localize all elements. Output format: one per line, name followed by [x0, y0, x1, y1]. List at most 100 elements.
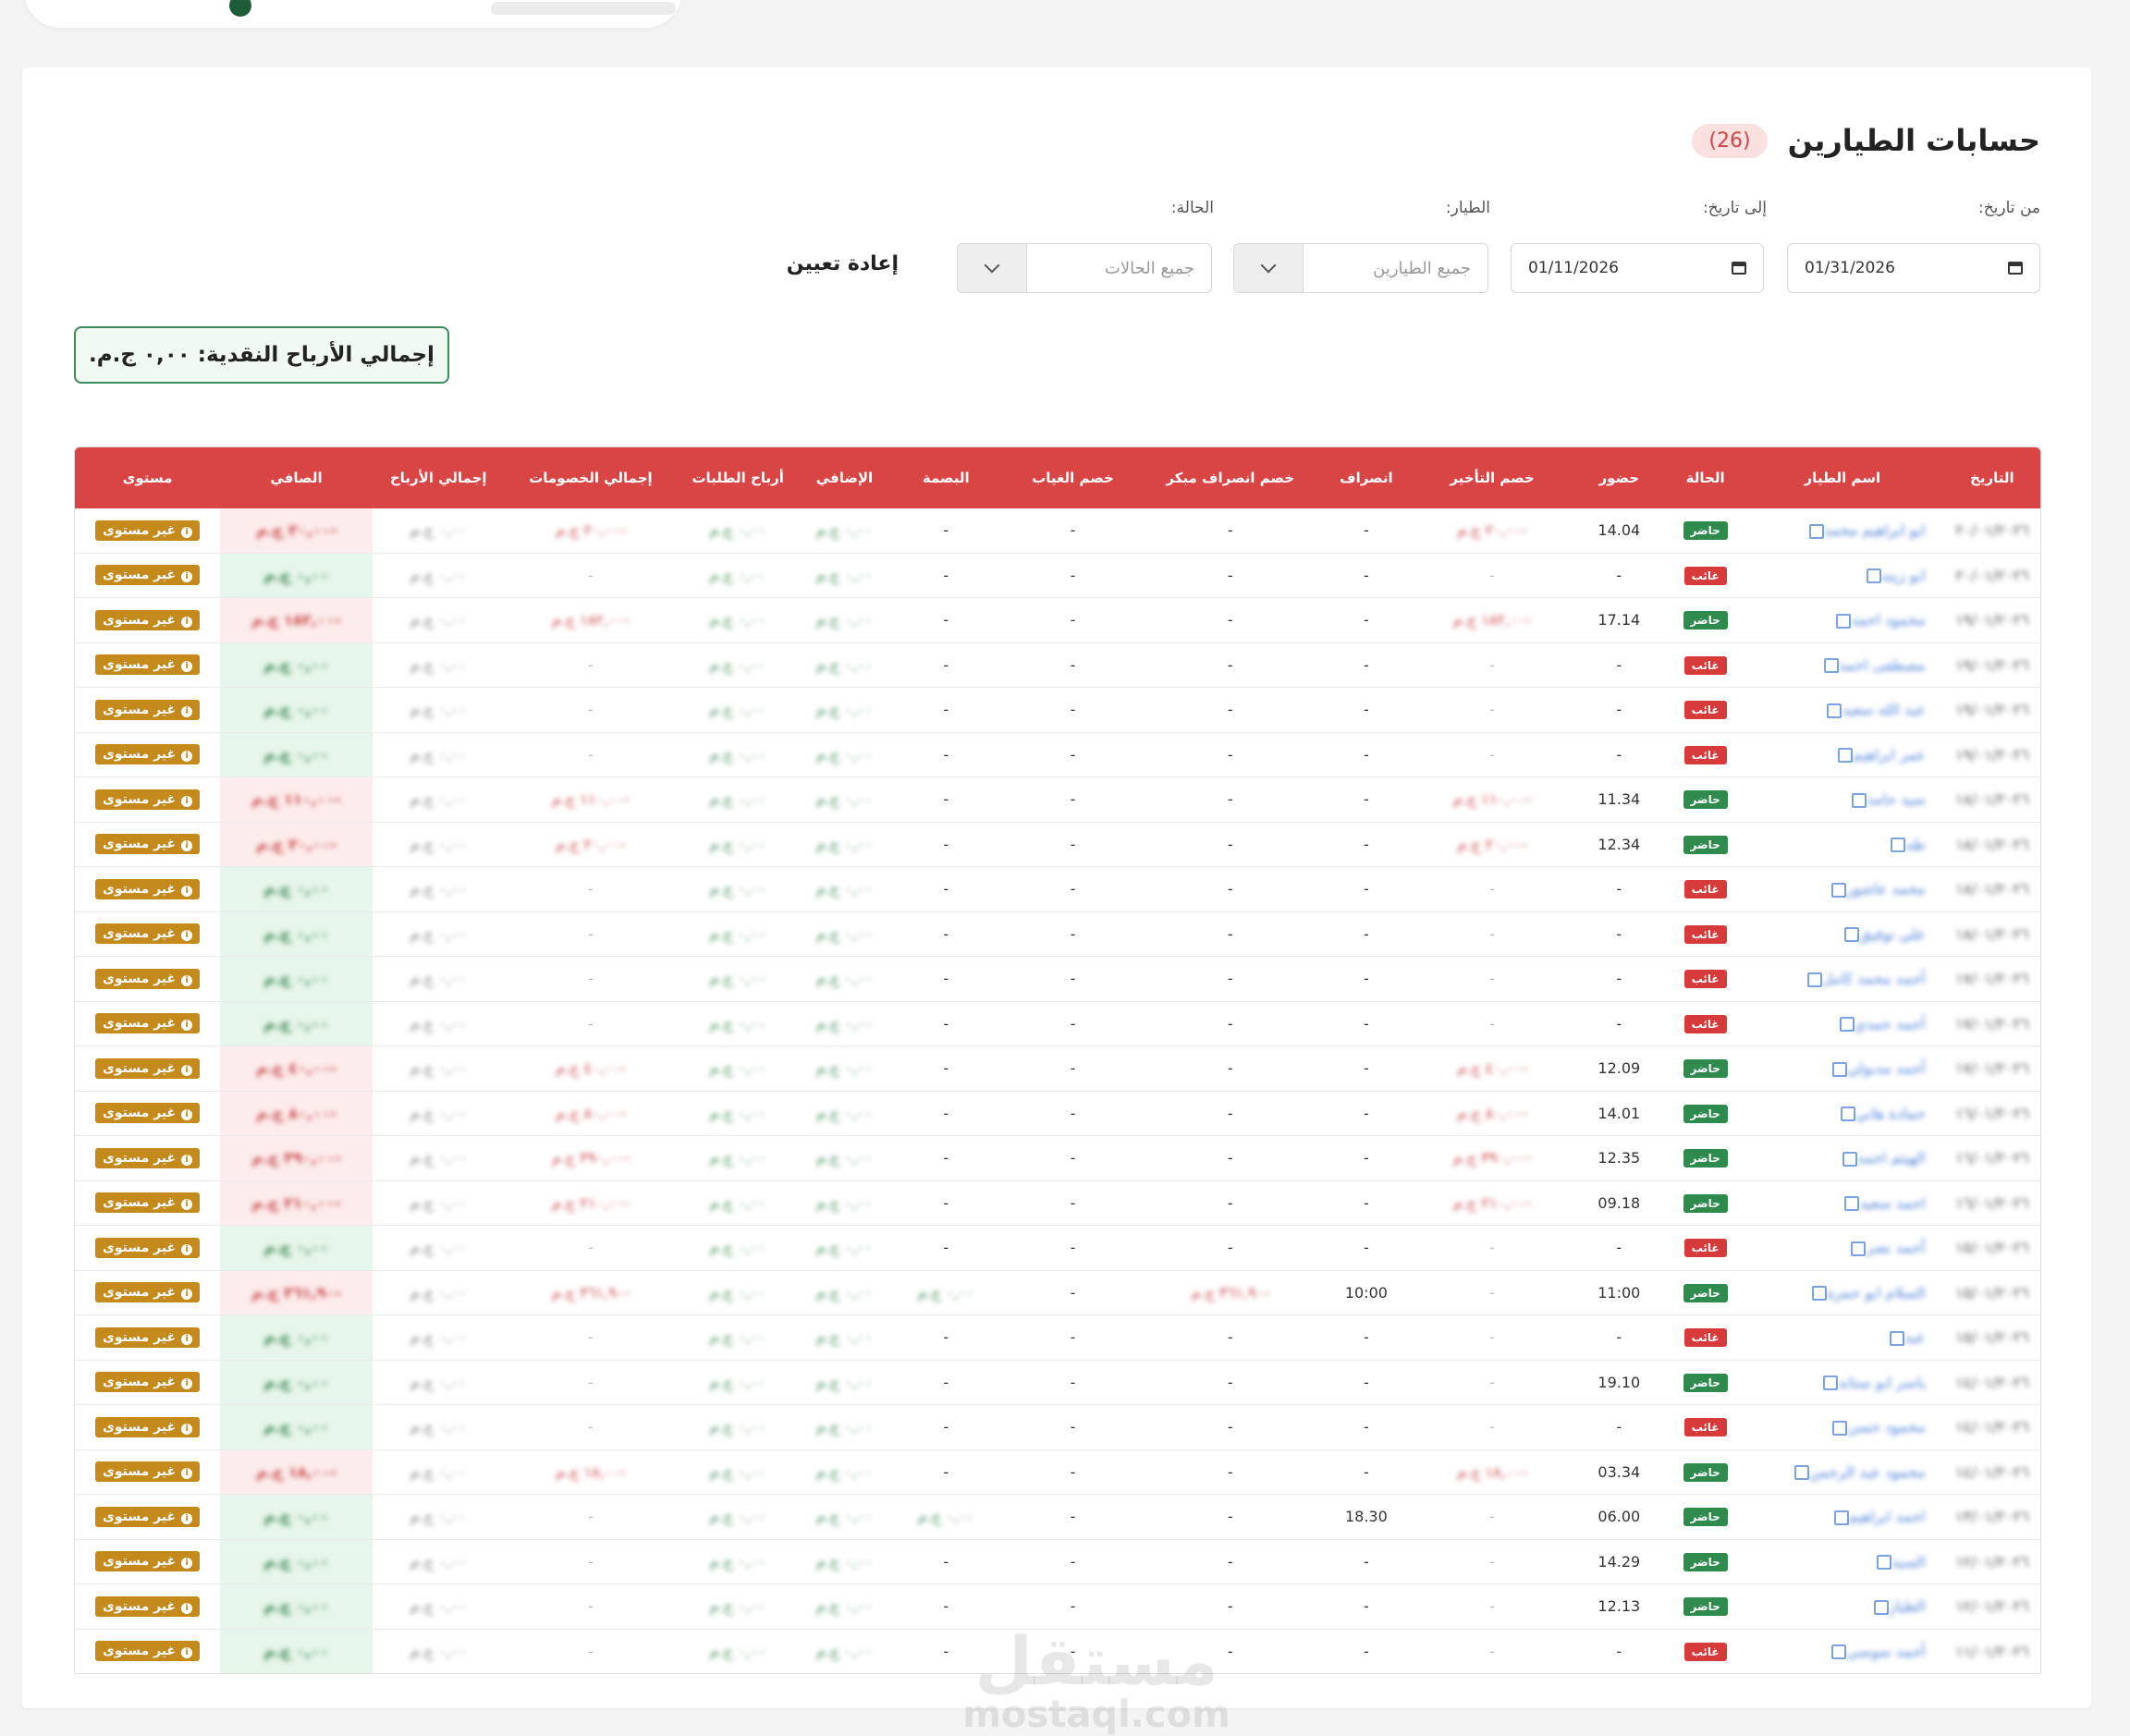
col-pilot-name-cell[interactable]: أحمد سوسي — [1741, 1629, 1944, 1673]
pilot-name-link[interactable]: ياسر ابو ستاند — [1837, 1373, 1926, 1391]
external-link-icon[interactable] — [1836, 613, 1852, 629]
level-badge[interactable]: i غير مستوى — [95, 565, 201, 586]
status-select[interactable]: جميع الحالات — [957, 243, 1212, 293]
level-badge[interactable]: i غير مستوى — [95, 1461, 201, 1483]
pilot-name-link[interactable]: سيد حامد — [1867, 790, 1926, 809]
status-select-toggle[interactable] — [958, 244, 1027, 292]
pilot-name-link[interactable]: أحمد مدبولي — [1846, 1059, 1926, 1078]
pilot-name-link[interactable]: السلام ابو حمزة — [1826, 1283, 1926, 1302]
pilot-name-link[interactable]: مصطفى احمد — [1838, 655, 1926, 674]
col-pilot-name-cell[interactable]: أحمد مدبولي — [1741, 1045, 1944, 1092]
external-link-icon[interactable] — [1852, 792, 1867, 808]
reset-button[interactable]: إعادة تعيين — [786, 252, 899, 275]
pilot-name-link[interactable]: أحمد نصر — [1866, 1239, 1926, 1257]
external-link-icon[interactable] — [1837, 748, 1853, 764]
external-link-icon[interactable] — [1827, 703, 1842, 718]
level-badge[interactable]: i غير مستوى — [95, 1641, 201, 1662]
col-pilot-name-cell[interactable]: السلام ابو حمزة — [1741, 1270, 1944, 1315]
external-link-icon[interactable] — [1840, 1106, 1855, 1122]
external-link-icon[interactable] — [1833, 1510, 1849, 1525]
pilot-name-link[interactable]: أحمد حمدي — [1854, 1014, 1926, 1033]
pilot-select-toggle[interactable] — [1234, 244, 1304, 292]
col-pilot-name-cell[interactable]: عبد — [1741, 1314, 1944, 1361]
level-badge[interactable]: i غير مستوى — [95, 1551, 201, 1572]
level-badge[interactable]: i غير مستوى — [95, 968, 201, 989]
level-badge[interactable]: i غير مستوى — [95, 789, 201, 810]
level-badge[interactable]: i غير مستوى — [95, 1372, 201, 1393]
level-badge[interactable]: i غير مستوى — [95, 1192, 201, 1214]
level-badge[interactable]: i غير مستوى — [95, 609, 201, 630]
pilot-name-link[interactable]: أحمد سوسي — [1846, 1642, 1926, 1660]
from-date-input[interactable]: 01/31/2026 — [1787, 243, 2040, 293]
pilot-name-link[interactable]: ابو ابراهيم محمد — [1823, 521, 1926, 540]
level-badge[interactable]: i غير مستوى — [95, 1237, 201, 1258]
pilot-name-link[interactable]: حمادة هاني — [1855, 1104, 1926, 1122]
pilot-name-link[interactable]: ابو زينه — [1880, 566, 1926, 584]
col-pilot-name-cell[interactable]: أحمد نصر — [1741, 1225, 1944, 1271]
level-badge[interactable]: i غير مستوى — [95, 1282, 201, 1303]
col-pilot-name-cell[interactable]: أحمد محمد كامل — [1741, 956, 1944, 1002]
external-link-icon[interactable] — [1822, 1375, 1838, 1391]
level-badge[interactable]: i غير مستوى — [95, 923, 201, 945]
external-link-icon[interactable] — [1843, 927, 1859, 943]
col-pilot-name-cell[interactable]: مصطفى احمد — [1741, 642, 1944, 688]
external-link-icon[interactable] — [1831, 1420, 1847, 1436]
level-badge[interactable]: i غير مستوى — [95, 1326, 201, 1348]
col-pilot-name-cell[interactable]: ياسر ابو ستاند — [1741, 1360, 1944, 1405]
level-badge[interactable]: i غير مستوى — [95, 1013, 201, 1034]
col-pilot-name-cell[interactable]: طه — [1741, 822, 1944, 867]
external-link-icon[interactable] — [1811, 1286, 1827, 1302]
col-pilot-name-cell[interactable]: السيد — [1741, 1539, 1944, 1584]
pilot-name-link[interactable]: محمود احمد — [1851, 611, 1926, 630]
col-pilot-name-cell[interactable]: محمود حسن — [1741, 1404, 1944, 1450]
external-link-icon[interactable] — [1873, 1599, 1889, 1615]
pilot-name-link[interactable]: السيد — [1891, 1552, 1926, 1571]
col-pilot-name-cell[interactable]: محمود احمد — [1741, 597, 1944, 643]
external-link-icon[interactable] — [1851, 1241, 1867, 1256]
pilot-name-link[interactable]: عبد الله سعيد — [1842, 701, 1926, 719]
col-pilot-name-cell[interactable]: سيد حامد — [1741, 776, 1944, 823]
external-link-icon[interactable] — [1823, 658, 1839, 674]
col-pilot-name-cell[interactable]: الهيثم احمد — [1741, 1135, 1944, 1181]
col-pilot-name-cell[interactable]: الطيار — [1741, 1583, 1944, 1630]
external-link-icon[interactable] — [1891, 837, 1906, 853]
external-link-icon[interactable] — [1866, 568, 1881, 584]
level-badge[interactable]: i غير مستوى — [95, 1416, 201, 1437]
level-badge[interactable]: i غير مستوى — [95, 1057, 201, 1079]
pilot-name-link[interactable]: أحمد محمد كامل — [1821, 970, 1926, 988]
to-date-input[interactable]: 01/11/2026 — [1511, 243, 1764, 293]
external-link-icon[interactable] — [1876, 1555, 1891, 1571]
col-pilot-name-cell[interactable]: عبد الله سعيد — [1741, 687, 1944, 733]
level-badge[interactable]: i غير مستوى — [95, 744, 201, 765]
col-pilot-name-cell[interactable]: احمد سعيد — [1741, 1180, 1944, 1226]
external-link-icon[interactable] — [1842, 1151, 1857, 1167]
external-link-icon[interactable] — [1806, 972, 1822, 987]
pilot-name-link[interactable]: عبد — [1904, 1328, 1926, 1347]
level-badge[interactable]: i غير مستوى — [95, 699, 201, 720]
external-link-icon[interactable] — [1831, 882, 1847, 898]
external-link-icon[interactable] — [1831, 1061, 1847, 1077]
external-link-icon[interactable] — [1889, 1330, 1904, 1346]
col-pilot-name-cell[interactable]: محمد عاشور — [1741, 866, 1944, 912]
pilot-name-link[interactable]: طه — [1905, 835, 1926, 853]
pilot-name-link[interactable]: عمر ابراهيم — [1852, 745, 1926, 764]
user-avatar-icon[interactable] — [229, 0, 251, 17]
calendar-icon[interactable] — [1732, 262, 1746, 275]
level-badge[interactable]: i غير مستوى — [95, 520, 201, 541]
level-badge[interactable]: i غير مستوى — [95, 878, 201, 899]
level-badge[interactable]: i غير مستوى — [95, 1506, 201, 1527]
top-search-pill[interactable] — [491, 2, 676, 15]
pilot-name-link[interactable]: محمد عاشور — [1846, 880, 1926, 899]
external-link-icon[interactable] — [1839, 1017, 1855, 1033]
external-link-icon[interactable] — [1793, 1465, 1809, 1481]
level-badge[interactable]: i غير مستوى — [95, 834, 201, 855]
pilot-name-link[interactable]: احمد ابراهيم — [1848, 1508, 1926, 1526]
level-badge[interactable]: i غير مستوى — [95, 1147, 201, 1168]
pilot-name-link[interactable]: محمود حسن — [1846, 1418, 1926, 1436]
level-badge[interactable]: i غير مستوى — [95, 1103, 201, 1124]
pilot-name-link[interactable]: الهيثم احمد — [1856, 1149, 1926, 1168]
col-pilot-name-cell[interactable]: محمود عبد الرحمن — [1741, 1449, 1944, 1495]
pilot-name-link[interactable]: محمود عبد الرحمن — [1808, 1462, 1926, 1481]
pilot-name-link[interactable]: احمد سعيد — [1859, 1193, 1926, 1212]
external-link-icon[interactable] — [1831, 1644, 1847, 1660]
